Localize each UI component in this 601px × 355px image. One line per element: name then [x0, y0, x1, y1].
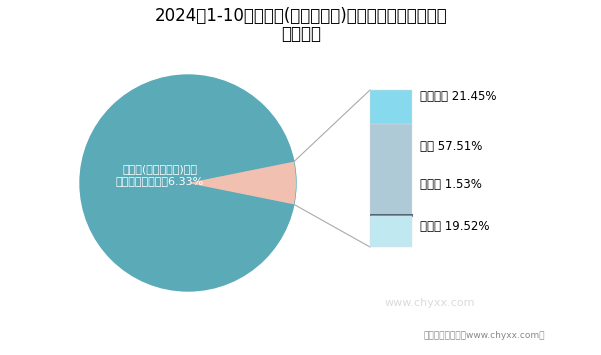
- Text: 2024年1-10月山东省(不含青岛市)原保险保费收入类别对: 2024年1-10月山东省(不含青岛市)原保险保费收入类别对: [154, 7, 447, 25]
- Text: 比统计图: 比统计图: [281, 25, 321, 43]
- Bar: [370, 90, 412, 124]
- Text: 健康险 19.52%: 健康险 19.52%: [420, 220, 489, 234]
- Wedge shape: [188, 162, 296, 204]
- Text: 财产保险 21.45%: 财产保险 21.45%: [420, 91, 496, 104]
- Bar: [370, 214, 412, 216]
- Bar: [370, 216, 412, 247]
- Text: 保费占全国比重为6.33%: 保费占全国比重为6.33%: [116, 176, 204, 186]
- Text: www.chyxx.com: www.chyxx.com: [385, 298, 475, 308]
- Text: 寿险 57.51%: 寿险 57.51%: [420, 141, 483, 153]
- Circle shape: [80, 75, 296, 291]
- Text: 意外险 1.53%: 意外险 1.53%: [420, 179, 482, 191]
- Bar: [370, 124, 412, 214]
- Text: 制图：智研咨询（www.chyxx.com）: 制图：智研咨询（www.chyxx.com）: [424, 331, 545, 340]
- Text: 山东省(不含青岛市)保险: 山东省(不含青岛市)保险: [123, 164, 198, 174]
